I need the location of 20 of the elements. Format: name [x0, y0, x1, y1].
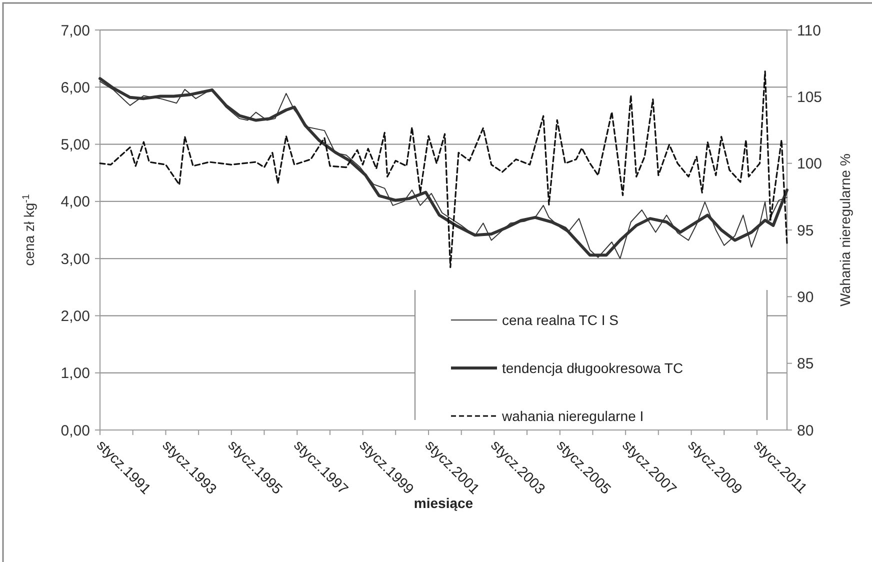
y2-tick-label: 100	[797, 156, 822, 173]
y-tick-label: 3,00	[60, 250, 90, 268]
legend-label: wahania nieregularne I	[501, 408, 644, 424]
legend-label: tendencja długookresowa TC	[502, 360, 684, 376]
y-tick-label: 1,00	[60, 365, 90, 382]
y2-tick-label: 85	[797, 356, 814, 373]
y2-tick-label: 80	[797, 422, 814, 440]
y-tick-label: 0,00	[60, 422, 90, 440]
y2-axis-title: Wahania nieregularne %	[837, 154, 853, 306]
y2-tick-label: 95	[797, 222, 814, 240]
x-axis-title: miesiące	[414, 495, 474, 511]
y-tick-label: 7,00	[60, 22, 90, 40]
y-tick-label: 6,00	[60, 79, 90, 96]
y2-tick-label: 110	[797, 22, 821, 40]
legend-label: cena realna TC I S	[502, 312, 618, 328]
y-tick-label: 2,00	[60, 308, 90, 325]
y2-tick-label: 90	[797, 288, 814, 306]
y2-tick-label: 105	[797, 88, 822, 106]
y-tick-label: 4,00	[60, 194, 90, 211]
y-tick-label: 5,00	[60, 136, 90, 154]
